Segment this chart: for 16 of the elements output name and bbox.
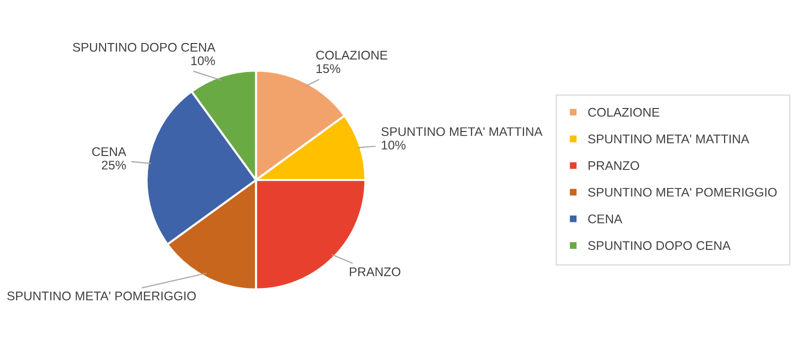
- slice-label: PRANZO: [350, 267, 400, 276]
- legend-label: SPUNTINO META' POMERIGGIO: [588, 188, 777, 197]
- legend-label: COLAZIONE: [588, 108, 660, 117]
- data-label: 10%: [382, 140, 406, 150]
- slice-label: SPUNTINO DOPO CENA: [72, 42, 216, 52]
- legend-label: CENA: [588, 214, 622, 224]
- legend-label: SPUNTINO DOPO CENA: [588, 241, 731, 250]
- data-label: 25%: [102, 160, 126, 170]
- slice-label: CENA: [92, 147, 126, 156]
- data-label: 10%: [191, 56, 215, 66]
- slice-label: COLAZIONE: [316, 50, 388, 60]
- legend-label: PRANZO: [588, 161, 640, 170]
- data-label: 15%: [316, 64, 340, 74]
- slice-label: SPUNTINO META' MATTINA: [381, 127, 543, 136]
- slice-label: SPUNTINO META' POMERIGGIO: [7, 292, 196, 300]
- legend-label: SPUNTINO META' MATTINA: [588, 134, 750, 144]
